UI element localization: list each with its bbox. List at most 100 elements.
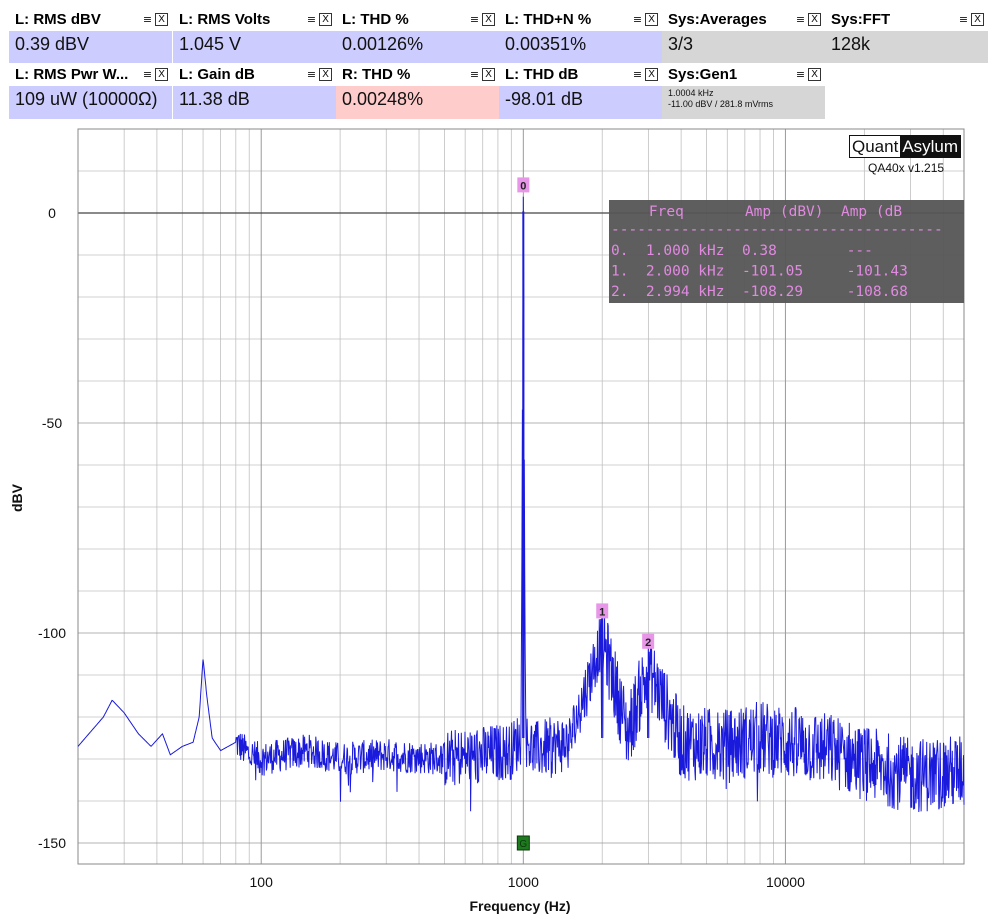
meter-body: 3/3 xyxy=(662,31,825,63)
close-icon[interactable]: X xyxy=(155,68,168,81)
meter-body: 128k xyxy=(825,31,988,63)
meter-body: 11.38 dB xyxy=(173,86,336,119)
x-tick-label: 100 xyxy=(250,874,274,890)
close-icon[interactable]: X xyxy=(971,13,984,26)
menu-icon[interactable]: ≡ xyxy=(632,13,643,26)
harmonic-marker[interactable]: 0 xyxy=(517,177,530,193)
meter-title: Sys:Averages xyxy=(668,11,767,28)
meter-widget[interactable]: R: THD % ≡ X 0.00248% xyxy=(336,64,499,119)
harmonic-table-header: Freq Amp (dBV) Amp (dB xyxy=(614,204,902,220)
harmonic-table-row: 1. 2.000 kHz -101.05 -101.43 xyxy=(611,264,908,280)
harmonic-marker-box xyxy=(596,603,609,619)
menu-icon[interactable]: ≡ xyxy=(306,13,317,26)
meter-widget[interactable]: L: RMS Volts ≡ X 1.045 V xyxy=(173,9,336,63)
menu-icon[interactable]: ≡ xyxy=(306,68,317,81)
y-tick-label: 0 xyxy=(48,205,56,221)
meter-value: 109 uW (10000Ω) xyxy=(15,89,158,109)
close-icon[interactable]: X xyxy=(645,13,658,26)
meter-title: L: RMS dBV xyxy=(15,11,101,28)
x-axis-title: Frequency (Hz) xyxy=(469,898,570,914)
meter-title: L: Gain dB xyxy=(179,66,255,83)
meter-body: 1.045 V xyxy=(173,31,336,63)
close-icon[interactable]: X xyxy=(645,68,658,81)
meter-value: 1.045 V xyxy=(179,34,242,54)
logo-part-2: Asylum xyxy=(900,136,961,157)
meter-widget[interactable]: Sys:Averages ≡ X 3/3 xyxy=(662,9,825,63)
meter-title: L: THD+N % xyxy=(505,11,592,28)
menu-icon[interactable]: ≡ xyxy=(142,13,153,26)
harmonic-table xyxy=(609,200,964,303)
gen-frequency: 1.0004 kHz xyxy=(668,88,714,98)
meter-widget[interactable]: L: RMS dBV ≡ X 0.39 dBV xyxy=(9,9,172,63)
harmonic-table-separator: -------------------------------------- xyxy=(611,222,943,238)
meter-widget[interactable]: L: THD % ≡ X 0.00126% xyxy=(336,9,499,63)
menu-icon[interactable]: ≡ xyxy=(958,13,969,26)
close-icon[interactable]: X xyxy=(155,13,168,26)
meter-title: L: THD % xyxy=(342,11,409,28)
version-label: QA40x v1.215 xyxy=(868,161,945,175)
meter-widget[interactable]: L: THD dB ≡ X -98.01 dB xyxy=(499,64,662,119)
meter-value: 0.00126% xyxy=(342,34,424,54)
meter-body: 109 uW (10000Ω) xyxy=(9,86,172,119)
close-icon[interactable]: X xyxy=(482,13,495,26)
x-tick-label: 10000 xyxy=(766,874,805,890)
gen-level: -11.00 dBV / 281.8 mVrms xyxy=(668,99,774,109)
harmonic-marker-box xyxy=(642,633,655,649)
meter-body: 0.00351% xyxy=(499,31,662,63)
y-tick-label: -150 xyxy=(38,835,66,851)
meter-widget[interactable]: L: THD+N % ≡ X 0.00351% xyxy=(499,9,662,63)
harmonic-table-row: 2. 2.994 kHz -108.29 -108.68 xyxy=(611,284,908,300)
y-tick-label: -100 xyxy=(38,625,66,641)
harmonic-table-row: 0. 1.000 kHz 0.38 --- xyxy=(611,243,873,259)
meter-title: L: RMS Volts xyxy=(179,11,271,28)
meter-value: 11.38 dB xyxy=(179,89,250,109)
y-axis-title: dBV xyxy=(9,483,25,512)
meter-widget[interactable]: Sys:Gen1 ≡ X 1.0004 kHz -11.00 dBV / 281.8 m… xyxy=(662,64,825,119)
meter-title: Sys:Gen1 xyxy=(668,66,738,83)
harmonic-marker-box xyxy=(517,177,530,193)
meter-value: 3/3 xyxy=(668,34,694,54)
y-tick-label: -50 xyxy=(42,415,62,431)
meter-body: 0.39 dBV xyxy=(9,31,172,63)
harmonic-marker-label: 1 xyxy=(599,606,605,618)
meter-detail: 1.0004 kHz -11.00 dBV / 281.8 mVrms xyxy=(668,88,773,110)
close-icon[interactable]: X xyxy=(808,13,821,26)
close-icon[interactable]: X xyxy=(482,68,495,81)
meter-title: L: RMS Pwr W... xyxy=(15,66,129,83)
generator-marker-box xyxy=(516,835,530,851)
meter-value: 0.00351% xyxy=(505,34,587,54)
close-icon[interactable]: X xyxy=(808,68,821,81)
generator-marker-label: G xyxy=(519,839,527,850)
meter-widget[interactable]: L: Gain dB ≡ X 11.38 dB xyxy=(173,64,336,119)
harmonic-marker[interactable]: 1 xyxy=(596,603,609,619)
meter-value: 0.00248% xyxy=(342,89,424,109)
menu-icon[interactable]: ≡ xyxy=(632,68,643,81)
menu-icon[interactable]: ≡ xyxy=(469,68,480,81)
x-tick-label: 1000 xyxy=(508,874,539,890)
meter-value: 128k xyxy=(831,34,871,54)
meter-body: 1.0004 kHz -11.00 dBV / 281.8 mVrms xyxy=(662,86,825,119)
menu-icon[interactable]: ≡ xyxy=(142,68,153,81)
generator-marker[interactable]: G xyxy=(516,835,530,851)
quantasylum-logo: Quant Asylum xyxy=(849,135,962,158)
meter-widget[interactable]: Sys:FFT ≡ X 128k xyxy=(825,9,988,63)
close-icon[interactable]: X xyxy=(319,68,332,81)
meter-title: Sys:FFT xyxy=(831,11,891,28)
meter-body: 0.00126% xyxy=(336,31,499,63)
plot-frame xyxy=(77,128,965,865)
meter-body: -98.01 dB xyxy=(499,86,662,119)
harmonic-marker[interactable]: 2 xyxy=(642,633,655,649)
menu-icon[interactable]: ≡ xyxy=(795,68,806,81)
meter-value: -98.01 dB xyxy=(505,89,584,109)
meter-title: L: THD dB xyxy=(505,66,579,83)
harmonic-marker-label: 0 xyxy=(520,180,526,192)
close-icon[interactable]: X xyxy=(319,13,332,26)
meter-title: R: THD % xyxy=(342,66,411,83)
menu-icon[interactable]: ≡ xyxy=(469,13,480,26)
meter-body: 0.00248% xyxy=(336,86,499,119)
logo-part-1: Quant xyxy=(850,136,901,157)
menu-icon[interactable]: ≡ xyxy=(795,13,806,26)
meter-value: 0.39 dBV xyxy=(15,34,90,54)
meter-widget[interactable]: L: RMS Pwr W... ≡ X 109 uW (10000Ω) xyxy=(9,64,172,119)
